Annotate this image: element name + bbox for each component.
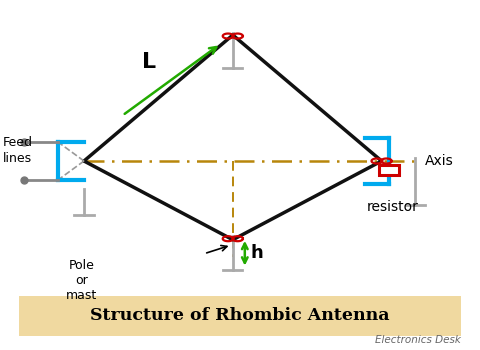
- Text: resistor: resistor: [367, 199, 419, 213]
- Text: L: L: [142, 52, 156, 72]
- Text: Pole
or
mast: Pole or mast: [66, 259, 97, 302]
- Text: h: h: [251, 244, 264, 262]
- Text: Electronics Desk: Electronics Desk: [375, 335, 461, 345]
- Bar: [19, 296, 461, 336]
- Bar: [379, 165, 399, 175]
- Text: Axis: Axis: [425, 154, 454, 168]
- Text: Feed
lines: Feed lines: [2, 136, 32, 165]
- Text: Structure of Rhombic Antenna: Structure of Rhombic Antenna: [90, 307, 390, 324]
